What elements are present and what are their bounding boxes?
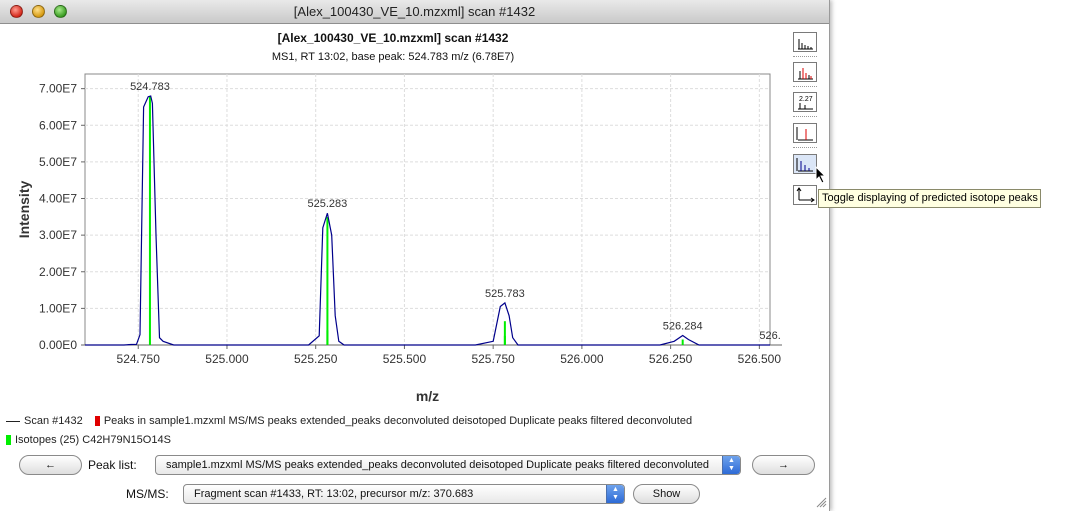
legend-row-2: Isotopes (25) C42H79N15O14S xyxy=(6,434,171,446)
next-scan-button[interactable]: → xyxy=(752,455,815,475)
y-tick-label: 6.00E7 xyxy=(39,118,77,132)
y-tick-label: 0.00E0 xyxy=(39,338,77,352)
x-tick-label: 526.000 xyxy=(560,352,604,366)
isotope-peaks-icon xyxy=(796,158,813,172)
close-window-button[interactable] xyxy=(10,5,23,18)
x-tick-label: 525.250 xyxy=(294,352,338,366)
peak-label: 524.783 xyxy=(130,81,170,93)
y-axis-label: Intensity xyxy=(16,181,32,239)
x-tick-label: 525.500 xyxy=(383,352,427,366)
peak-label: 526. xyxy=(759,330,780,342)
x-tick-label: 526.500 xyxy=(738,352,782,366)
title-bar[interactable]: [Alex_100430_VE_10.mzxml] scan #1432 xyxy=(0,0,829,24)
annotation-labels-icon: 2.27 xyxy=(798,96,813,110)
spectrum-line xyxy=(85,95,770,346)
previous-scan-button[interactable]: ← xyxy=(19,455,82,475)
axes-icon xyxy=(796,187,815,203)
toolbar-separator xyxy=(793,56,817,57)
toggle-peak-list-button[interactable] xyxy=(793,62,817,82)
y-tick-label: 1.00E7 xyxy=(39,301,77,315)
red-peaks-icon xyxy=(798,68,813,80)
y-tick-label: 3.00E7 xyxy=(39,228,77,242)
isotopes-swatch xyxy=(6,435,11,446)
x-tick-label: 525.000 xyxy=(205,352,249,366)
toggle-picked-peaks-button[interactable] xyxy=(793,123,817,143)
set-axis-range-button[interactable] xyxy=(793,185,817,205)
centroid-bars-icon xyxy=(798,39,813,50)
chart-subtitle: MS1, RT 13:02, base peak: 524.783 m/z (6… xyxy=(271,51,515,63)
minimize-window-button[interactable] xyxy=(32,5,45,18)
peak-label: 526.284 xyxy=(663,320,703,332)
y-tick-label: 7.00E7 xyxy=(39,82,77,96)
x-axis-label: m/z xyxy=(416,388,439,404)
peaks-swatch xyxy=(94,416,100,427)
window-title: [Alex_100430_VE_10.mzxml] scan #1432 xyxy=(293,4,536,19)
msms-select[interactable]: Fragment scan #1433, RT: 13:02, precurso… xyxy=(183,484,625,504)
spectrum-chart[interactable]: 524.750 525.000 525.250 525.500 525.750 526.0… xyxy=(0,0,829,411)
peak-list-value: sample1.mzxml MS/MS peaks extended_peaks… xyxy=(166,459,709,471)
scan-line-swatch xyxy=(6,420,20,422)
y-tick-label: 2.00E7 xyxy=(39,265,77,279)
toolbar-separator xyxy=(793,116,817,117)
y-tick-label: 5.00E7 xyxy=(39,155,77,169)
msms-value: Fragment scan #1433, RT: 13:02, precurso… xyxy=(194,488,474,500)
legend-scan: Scan #1432 xyxy=(24,415,83,427)
peak-list-select[interactable]: sample1.mzxml MS/MS peaks extended_peaks… xyxy=(155,455,741,475)
tooltip: Toggle displaying of predicted isotope p… xyxy=(818,189,1041,208)
spectrum-window: [Alex_100430_VE_10.mzxml] scan #1432 [Al… xyxy=(0,0,830,511)
peak-label: 525.783 xyxy=(485,288,525,300)
peak-list-label: Peak list: xyxy=(88,458,137,472)
x-tick-label: 525.750 xyxy=(471,352,515,366)
toggle-continuous-mode-button[interactable] xyxy=(793,32,817,52)
y-tick-label: 4.00E7 xyxy=(39,192,77,206)
select-arrows-icon: ▲ ▼ xyxy=(606,485,624,503)
legend-row-1: Scan #1432 Peaks in sample1.mzxml MS/MS … xyxy=(6,415,692,427)
chart-title: [Alex_100430_VE_10.mzxml] scan #1432 xyxy=(277,31,509,45)
show-button[interactable]: Show xyxy=(633,484,700,504)
zoom-window-button[interactable] xyxy=(54,5,67,18)
resize-grip-icon[interactable] xyxy=(816,497,827,508)
svg-text:2.27: 2.27 xyxy=(799,96,813,103)
plot-area xyxy=(84,73,771,346)
select-arrows-icon: ▲ ▼ xyxy=(722,456,740,474)
toolbar-separator xyxy=(793,86,817,87)
red-peak-icon xyxy=(796,127,813,141)
legend-isotopes: Isotopes (25) C42H79N15O14S xyxy=(15,434,171,446)
msms-label: MS/MS: xyxy=(126,487,169,501)
toolbar-separator xyxy=(793,147,817,148)
mouse-pointer-icon xyxy=(815,166,827,184)
toggle-annotations-button[interactable]: 2.27 xyxy=(793,92,817,112)
toggle-isotope-peaks-button[interactable] xyxy=(793,154,817,174)
x-tick-label: 524.750 xyxy=(117,352,161,366)
x-tick-label: 526.250 xyxy=(649,352,693,366)
legend-peaks: Peaks in sample1.mzxml MS/MS peaks exten… xyxy=(103,415,693,427)
peak-label: 525.283 xyxy=(308,198,348,210)
